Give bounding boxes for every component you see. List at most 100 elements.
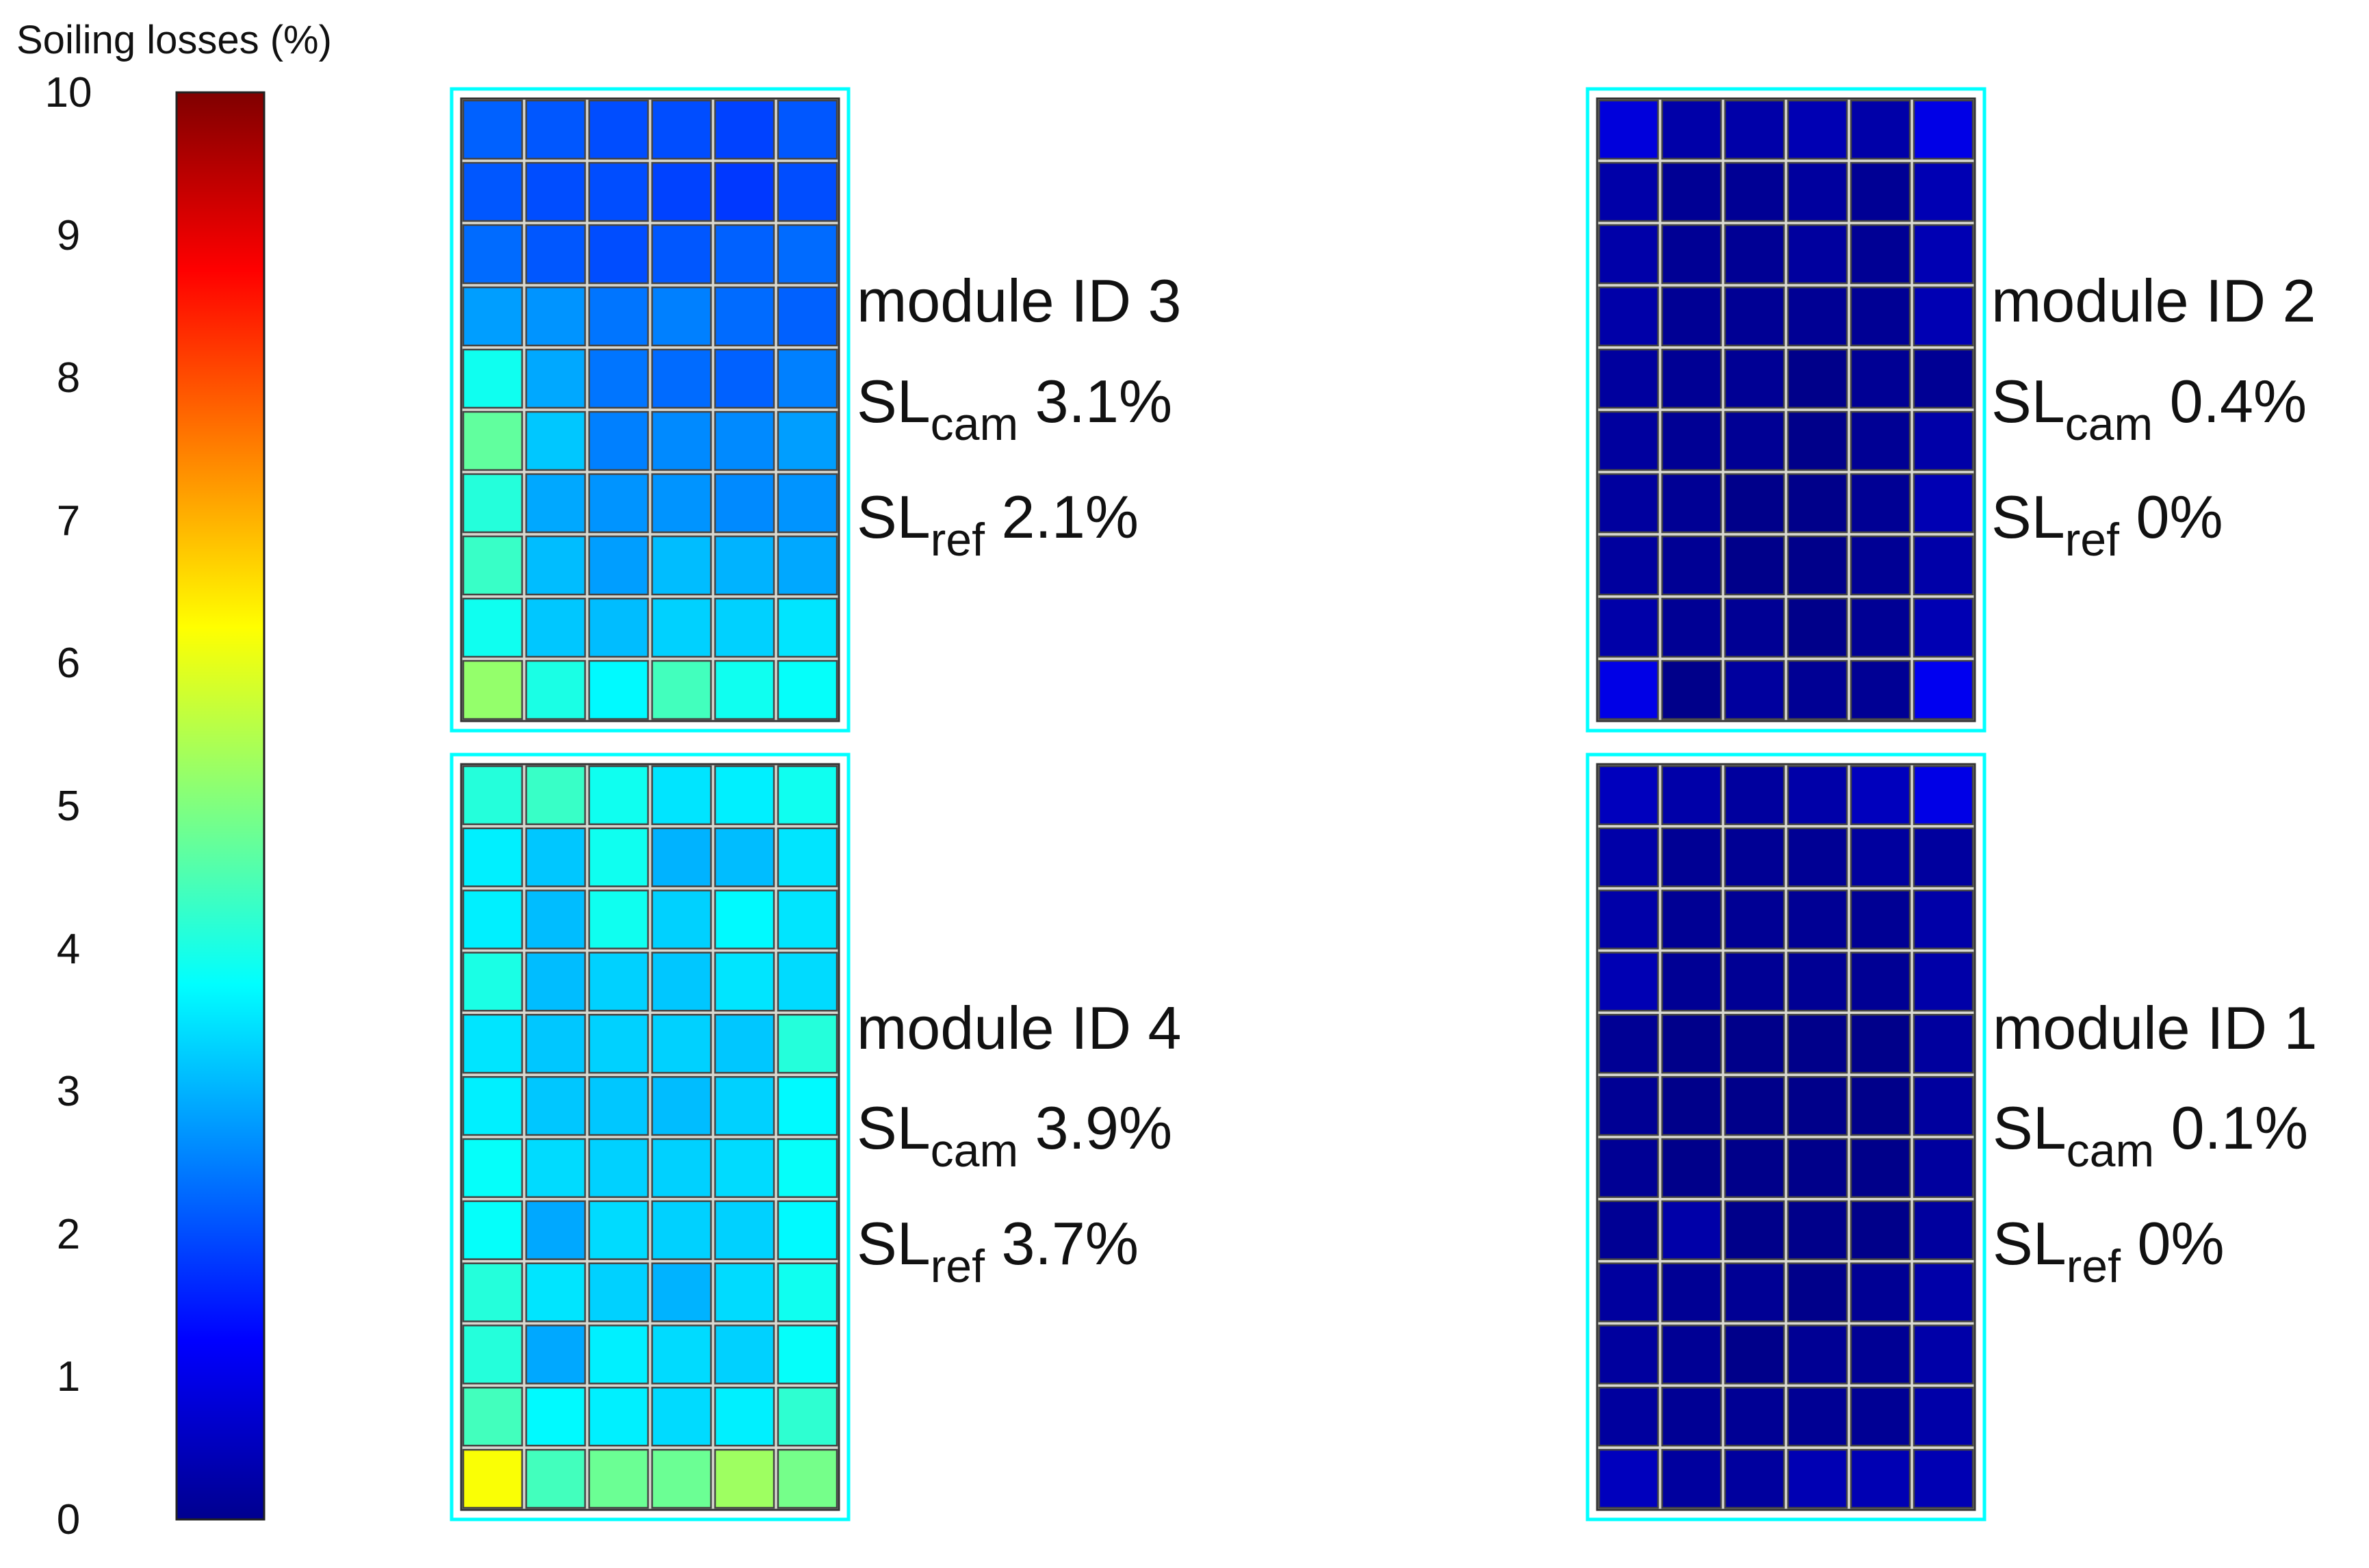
- heatmap-cell: [1787, 473, 1848, 534]
- heatmap-cell: [1850, 1324, 1911, 1385]
- heatmap-cell: [1724, 765, 1785, 826]
- heatmap-cell: [714, 1138, 775, 1199]
- heatmap-cell: [714, 597, 775, 658]
- heatmap-cell: [1787, 1448, 1848, 1509]
- heatmap-cell: [714, 1324, 775, 1385]
- heatmap-cell: [525, 1200, 586, 1260]
- heatmap-cell: [1724, 889, 1785, 950]
- heatmap-cell: [1724, 1138, 1785, 1199]
- heatmap-cell: [588, 827, 649, 887]
- heatmap-cell: [1787, 410, 1848, 471]
- heatmap-cell: [462, 410, 523, 471]
- module-id-label: module ID 1: [1993, 994, 2318, 1062]
- heatmap-cell: [1850, 1448, 1911, 1509]
- heatmap-cell: [588, 765, 649, 826]
- heatmap-cell: [462, 473, 523, 534]
- heatmap-cell: [1913, 889, 1974, 950]
- heatmap-cell: [1724, 473, 1785, 534]
- heatmap-cell: [777, 535, 838, 596]
- module-highlight-frame: [1585, 87, 1986, 733]
- heatmap-cell: [462, 1200, 523, 1260]
- heatmap-cell: [1850, 286, 1911, 347]
- heatmap-cell: [1787, 952, 1848, 1012]
- modules-layer: [450, 87, 1986, 1521]
- heatmap-cell: [1661, 410, 1722, 471]
- heatmap-cell: [462, 348, 523, 409]
- sl-cam-line: SLcam 3.9%: [857, 1094, 1173, 1177]
- heatmap-cell: [714, 224, 775, 285]
- heatmap-cell: [1850, 535, 1911, 596]
- heatmap-cell: [714, 1200, 775, 1260]
- heatmap-cell: [1913, 1387, 1974, 1447]
- heatmap-cell: [1850, 765, 1911, 826]
- heatmap-cell: [777, 765, 838, 826]
- heatmap-cell: [1724, 1448, 1785, 1509]
- heatmap-cell: [777, 952, 838, 1012]
- heatmap-cell: [651, 765, 712, 826]
- sl-ref-value: 0%: [2136, 483, 2223, 551]
- heatmap-cell: [462, 286, 523, 347]
- heatmap-cell: [777, 1075, 838, 1136]
- heatmap-cell: [525, 597, 586, 658]
- heatmap-cell: [1724, 1200, 1785, 1260]
- heatmap-cell: [1661, 1075, 1722, 1136]
- heatmap-cell: [525, 535, 586, 596]
- heatmap-cell: [1598, 1075, 1659, 1136]
- heatmap-cell: [462, 952, 523, 1012]
- colorbar-tick-label: 3: [56, 1068, 81, 1116]
- heatmap-cell: [588, 410, 649, 471]
- colorbar-tick-label: 9: [56, 211, 81, 259]
- heatmap-cell: [1787, 224, 1848, 285]
- heatmap-cell: [651, 535, 712, 596]
- heatmap-cell: [1724, 1387, 1785, 1447]
- heatmap-cell: [777, 827, 838, 887]
- heatmap-cell: [714, 1075, 775, 1136]
- heatmap-cell: [1787, 1324, 1848, 1385]
- module-heatmap: [450, 87, 851, 733]
- heatmap-cell: [525, 1387, 586, 1447]
- sl-ref-value: 2.1%: [1001, 483, 1139, 551]
- sl-cam-value: 3.9%: [1035, 1094, 1173, 1162]
- module-heatmap: [450, 753, 851, 1521]
- heatmap-cell: [1661, 1200, 1722, 1260]
- heatmap-cell: [1787, 1262, 1848, 1322]
- heatmap-cell: [462, 1448, 523, 1509]
- heatmap-cell: [525, 161, 586, 222]
- heatmap-cell: [714, 952, 775, 1012]
- heatmap-cell: [1787, 535, 1848, 596]
- heatmap-cell: [588, 1324, 649, 1385]
- heatmap-cell: [777, 99, 838, 160]
- heatmap-cell: [1850, 1014, 1911, 1074]
- colorbar-tick-label: 8: [56, 354, 81, 402]
- colorbar-tick-label: 4: [56, 925, 81, 973]
- heatmap-cell: [588, 473, 649, 534]
- heatmap-cell: [1787, 348, 1848, 409]
- heatmap-cell: [1724, 99, 1785, 160]
- heatmap-cell: [588, 99, 649, 160]
- heatmap-cell: [777, 889, 838, 950]
- heatmap-cell: [1850, 473, 1911, 534]
- heatmap-cell: [462, 1014, 523, 1074]
- heatmap-cell: [651, 659, 712, 720]
- heatmap-cell: [651, 473, 712, 534]
- sl-ref-value: 3.7%: [1001, 1210, 1139, 1277]
- heatmap-cell: [1598, 1200, 1659, 1260]
- heatmap-cell: [1787, 659, 1848, 720]
- heatmap-cell: [714, 410, 775, 471]
- heatmap-cell: [1724, 952, 1785, 1012]
- heatmap-cell: [462, 99, 523, 160]
- heatmap-cell: [1787, 1014, 1848, 1074]
- colorbar-title: Soiling losses (%): [16, 18, 332, 62]
- heatmap-cell: [1850, 410, 1911, 471]
- heatmap-cell: [1661, 597, 1722, 658]
- heatmap-cell: [1661, 1387, 1722, 1447]
- heatmap-cell: [1850, 889, 1911, 950]
- heatmap-cell: [1913, 1200, 1974, 1260]
- heatmap-cell: [1850, 952, 1911, 1012]
- heatmap-cell: [1661, 1014, 1722, 1074]
- heatmap-cell: [651, 99, 712, 160]
- sl-cam-line: SLcam 0.1%: [1993, 1094, 2309, 1177]
- heatmap-cell: [777, 286, 838, 347]
- colorbar-tick-label: 7: [56, 497, 81, 545]
- colorbar: [175, 91, 266, 1521]
